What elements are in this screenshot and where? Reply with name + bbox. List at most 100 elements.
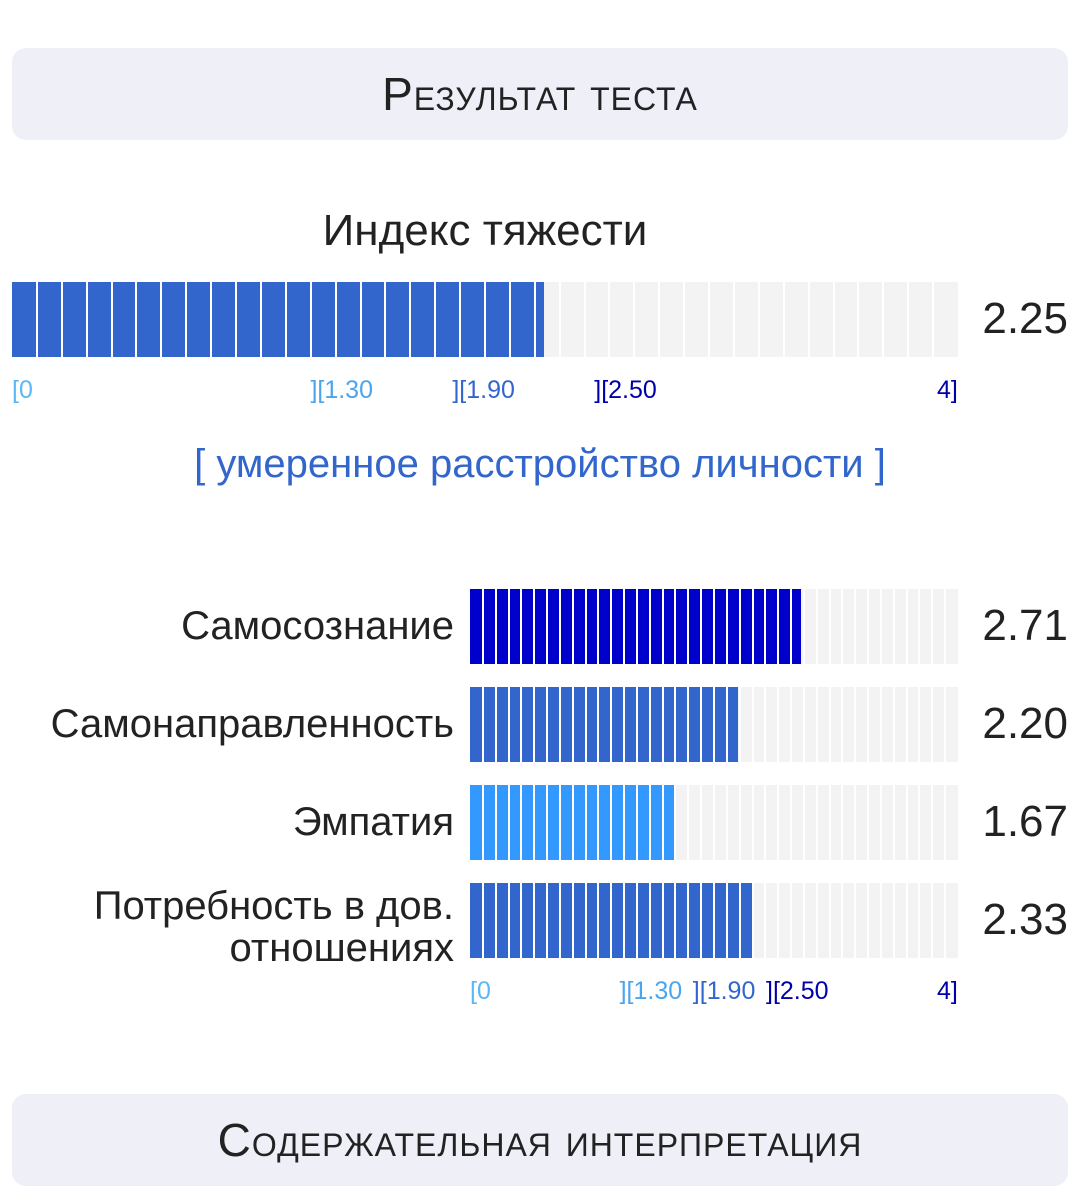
- bar-segment-divider: [520, 883, 523, 958]
- bar-segment-divider: [931, 883, 934, 958]
- bar-segment-divider: [777, 687, 780, 762]
- bar-segment-divider: [725, 589, 728, 664]
- bar-segment-divider: [879, 785, 882, 860]
- bar-segment-divider: [494, 883, 497, 958]
- bar-segment-divider: [854, 589, 857, 664]
- bar-segment-divider: [608, 282, 611, 357]
- bar-segment-divider: [674, 589, 677, 664]
- bar-segment-divider: [687, 883, 690, 958]
- bar-segment-divider: [815, 883, 818, 958]
- bar-segment-divider: [944, 687, 947, 762]
- bar-segment-divider: [674, 785, 677, 860]
- bar-segment-divider: [687, 785, 690, 860]
- bar-segment-divider: [857, 282, 860, 357]
- bar-segment-divider: [867, 883, 870, 958]
- bar-segment-divider: [815, 687, 818, 762]
- bar-segment-divider: [494, 785, 497, 860]
- bar-segment-divider: [481, 785, 484, 860]
- bar-segment-divider: [584, 785, 587, 860]
- bar-segment-divider: [918, 687, 921, 762]
- bar-segment-divider: [434, 282, 437, 357]
- bar-segment-divider: [879, 883, 882, 958]
- bar-segment-divider: [713, 785, 715, 860]
- bar-segment-divider: [905, 687, 908, 762]
- bar-segment-divider: [571, 883, 574, 958]
- bar-segment-divider: [481, 589, 484, 664]
- bar-segment-divider: [334, 282, 337, 357]
- bar-segment-divider: [507, 883, 510, 958]
- scale-label: ][1.30: [619, 977, 683, 1005]
- severity-category: [ умеренное расстройство личности ]: [194, 442, 886, 486]
- bar-segment-divider: [546, 883, 549, 958]
- bar-segment-divider: [533, 785, 536, 860]
- scale-label: [0: [470, 977, 491, 1005]
- bar-segment-divider: [35, 282, 38, 357]
- bar-segment-divider: [854, 687, 857, 762]
- bar-segment-divider: [359, 282, 362, 357]
- bar-segment-divider: [135, 282, 138, 357]
- bar-segment-divider: [879, 687, 882, 762]
- bar-segment-divider: [931, 785, 934, 860]
- bar-segment-divider: [674, 883, 677, 958]
- bar-segment-divider: [700, 589, 703, 664]
- bar-segment-divider: [815, 589, 818, 664]
- scale-label: 4]: [937, 376, 958, 404]
- bar-segment-divider: [725, 883, 728, 958]
- bar-segment-divider: [828, 785, 831, 860]
- bar-segment-divider: [533, 282, 536, 357]
- subscale-label-intimacy-need: Потребность в дов. отношениях: [0, 885, 454, 969]
- bar-segment-divider: [635, 589, 638, 664]
- bar-segment-divider: [235, 282, 238, 357]
- bar-segment-divider: [494, 687, 497, 762]
- bar-segment-divider: [713, 589, 715, 664]
- bar-segment-divider: [841, 687, 844, 762]
- scale-label: ][1.90: [452, 376, 515, 404]
- bar-segment-divider: [828, 883, 831, 958]
- bar-segment-divider: [648, 687, 651, 762]
- bar-segment-divider: [610, 687, 613, 762]
- bar-segment-divider: [828, 687, 831, 762]
- bar-segment-divider: [892, 687, 895, 762]
- bar-segment-divider: [533, 589, 536, 664]
- subscale-value-empathy: 1.67: [982, 797, 1068, 846]
- bar-segment-divider: [160, 282, 163, 357]
- bar-segment-divider: [648, 589, 651, 664]
- bar-segment-divider: [879, 589, 882, 664]
- bar-segment-divider: [687, 687, 690, 762]
- subscale-bar-fill: [470, 687, 739, 762]
- bar-segment-divider: [738, 687, 741, 762]
- bar-segment-divider: [892, 785, 895, 860]
- severity-index-bar-grid: [12, 282, 958, 357]
- bar-segment-divider: [828, 589, 831, 664]
- bar-segment-divider: [674, 687, 677, 762]
- bar-segment-divider: [623, 589, 626, 664]
- bar-segment-divider: [867, 785, 870, 860]
- bar-segment-divider: [907, 282, 910, 357]
- bar-segment-divider: [802, 785, 805, 860]
- bar-segment-divider: [635, 687, 638, 762]
- bar-segment-divider: [918, 883, 921, 958]
- bar-segment-divider: [892, 883, 895, 958]
- bar-segment-divider: [584, 883, 587, 958]
- bar-segment-divider: [807, 282, 810, 357]
- subscale-label-line1: Потребность в дов.: [93, 884, 454, 928]
- bar-segment-divider: [558, 785, 561, 860]
- bar-segment-divider: [757, 282, 760, 357]
- bar-segment-divider: [777, 785, 780, 860]
- bar-segment-divider: [931, 589, 934, 664]
- bar-segment-divider: [571, 589, 574, 664]
- bar-segment-divider: [708, 282, 711, 357]
- bar-segment-divider: [782, 282, 785, 357]
- severity-index-title: Индекс тяжести: [322, 206, 648, 255]
- bar-segment-divider: [802, 589, 805, 664]
- bar-segment-divider: [648, 785, 651, 860]
- bar-segment-divider: [815, 785, 818, 860]
- bar-segment-divider: [931, 687, 934, 762]
- subscale-value-self-direction: 2.20: [982, 699, 1068, 748]
- bar-segment-divider: [867, 589, 870, 664]
- bar-segment-divider: [738, 883, 741, 958]
- bar-segment-divider: [481, 687, 484, 762]
- bar-segment-divider: [918, 589, 921, 664]
- interpretation-header[interactable]: Содержательная интерпретация: [12, 1094, 1068, 1186]
- bar-segment-divider: [546, 687, 549, 762]
